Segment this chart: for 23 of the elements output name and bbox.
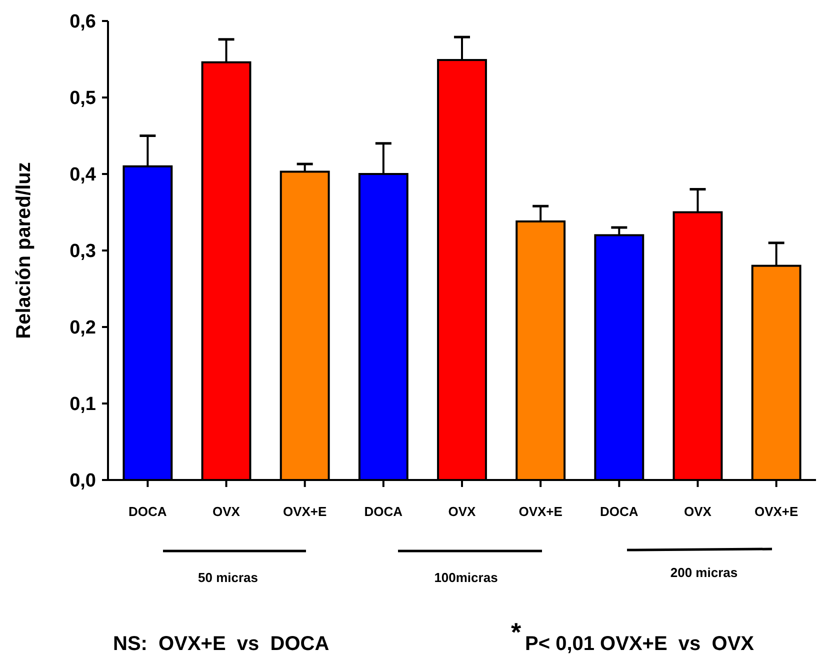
y-tick-label: 0,6 bbox=[70, 12, 96, 33]
text: NS: OVX+E vs DOCA bbox=[113, 633, 330, 655]
text: P< 0,01 OVX+E vs OVX bbox=[525, 633, 755, 655]
text: * bbox=[511, 617, 522, 647]
text: 200 micras bbox=[670, 565, 738, 580]
y-tick-label: 0,1 bbox=[70, 394, 96, 416]
x-tick-label: OVX bbox=[448, 504, 476, 519]
x-tick-label: OVX+E bbox=[282, 504, 328, 519]
y-tick-label: 0,4 bbox=[70, 164, 96, 186]
x-tick-label: DOCA bbox=[364, 504, 404, 519]
x-tick-label: OVX bbox=[684, 504, 712, 519]
y-tick-label: 0,2 bbox=[70, 318, 96, 339]
y-tick-label: 0,5 bbox=[70, 88, 96, 110]
y-axis-title: Relación pared/luz bbox=[13, 162, 35, 339]
text: 100micras bbox=[434, 570, 498, 585]
y-tick-label: 0,0 bbox=[70, 470, 96, 492]
y-tick-label: 0,3 bbox=[70, 241, 96, 262]
x-tick-label: OVX bbox=[212, 504, 240, 519]
x-tick-label: DOCA bbox=[600, 504, 639, 519]
x-tick-label: DOCA bbox=[128, 504, 168, 519]
x-tick-label: OVX+E bbox=[518, 504, 563, 519]
x-tick-label: OVX+E bbox=[754, 504, 799, 519]
text: 50 micras bbox=[198, 570, 258, 585]
